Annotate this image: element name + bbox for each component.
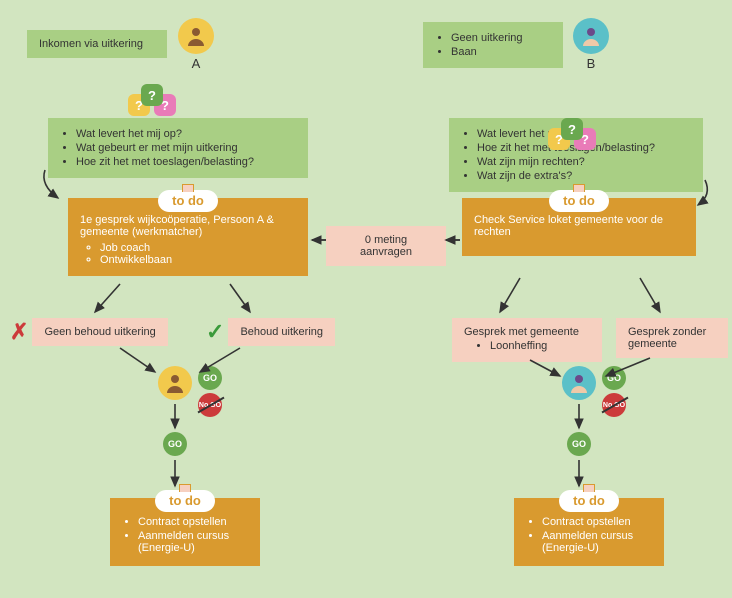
qa-item: Wat levert het mij op? <box>76 128 296 140</box>
go-badge-b-top: GO <box>602 366 626 390</box>
go-badge-a-top: GO <box>198 366 222 390</box>
branch-b-left-sub: Loonheffing <box>490 340 590 352</box>
qa-item: Wat gebeurt er met mijn uitkering <box>76 142 296 154</box>
box-b-header: Geen uitkering Baan <box>423 22 563 68</box>
branch-b-right-text: Gesprek zonder gemeente <box>628 326 706 350</box>
x-icon: ✗ <box>10 319 28 345</box>
box-a-header: Inkomen via uitkering <box>27 30 167 58</box>
todo-box-a1: to do 1e gesprek wijkcoöperatie, Persoon… <box>68 198 308 276</box>
todo-badge: to do <box>549 190 609 212</box>
avatar-a-wrap: A <box>178 18 214 71</box>
todo-badge: to do <box>155 490 215 512</box>
todo-b2-item: Aanmelden cursus (Energie-U) <box>542 530 652 554</box>
todo-b1-title: Check Service loket gemeente voor de rec… <box>474 214 684 238</box>
go-badge-b-bottom: GO <box>567 432 591 456</box>
label-b: B <box>573 56 609 71</box>
todo-box-a2: to do Contract opstellen Aanmelden cursu… <box>110 498 260 566</box>
todo-a1-sub: Ontwikkelbaan <box>100 254 296 266</box>
b-header-list: Geen uitkering Baan <box>435 32 551 58</box>
check-icon: ✓ <box>206 319 224 345</box>
todo-a1-sub: Job coach <box>100 242 296 254</box>
todo-badge: to do <box>158 190 218 212</box>
branch-a-right: Behoud uitkering <box>228 318 335 346</box>
todo-a2-item: Aanmelden cursus (Energie-U) <box>138 530 248 554</box>
todo-box-b1: to do Check Service loket gemeente voor … <box>462 198 696 256</box>
nogo-wrap-a: No GO <box>198 393 222 417</box>
avatar-a <box>178 18 214 54</box>
go-badge-a-bottom: GO <box>163 432 187 456</box>
qb-item: Wat zijn mijn rechten? <box>477 156 691 168</box>
todo-box-b2: to do Contract opstellen Aanmelden cursu… <box>514 498 664 566</box>
center-text: 0 meting aanvragen <box>360 234 412 258</box>
branch-a-right-wrap: ✓ Behoud uitkering <box>206 318 335 346</box>
questions-box-a: Wat levert het mij op? Wat gebeurt er me… <box>48 118 308 178</box>
b-header-item: Geen uitkering <box>451 32 551 44</box>
nogo-wrap-b: No GO <box>602 393 626 417</box>
todo-badge: to do <box>559 490 619 512</box>
qa-item: Hoe zit het met toeslagen/belasting? <box>76 156 296 168</box>
avatar-b-mid <box>562 366 596 400</box>
todo-a2-item: Contract opstellen <box>138 516 248 528</box>
b-header-item: Baan <box>451 46 551 58</box>
branch-b-right: Gesprek zonder gemeente <box>616 318 728 358</box>
question-icon-a: ??? <box>128 84 178 118</box>
avatar-b-wrap: B <box>573 18 609 71</box>
todo-a1-title: 1e gesprek wijkcoöperatie, Persoon A & g… <box>80 214 296 238</box>
branch-a-left: Geen behoud uitkering <box>32 318 167 346</box>
branch-a-left-wrap: ✗ Geen behoud uitkering <box>10 318 168 346</box>
avatar-b <box>573 18 609 54</box>
branch-b-left: Gesprek met gemeente Loonheffing <box>452 318 602 362</box>
branch-b-left-title: Gesprek met gemeente <box>464 326 590 338</box>
center-box: 0 meting aanvragen <box>326 226 446 266</box>
avatar-a-mid <box>158 366 192 400</box>
qb-item: Wat zijn de extra's? <box>477 170 691 182</box>
a-header-text: Inkomen via uitkering <box>39 38 143 50</box>
label-a: A <box>178 56 214 71</box>
todo-b2-item: Contract opstellen <box>542 516 652 528</box>
